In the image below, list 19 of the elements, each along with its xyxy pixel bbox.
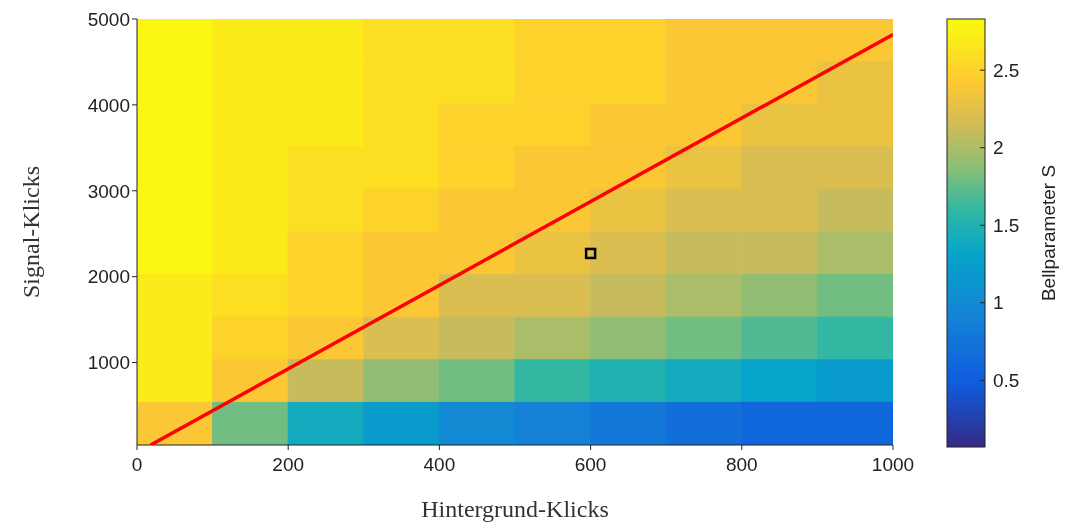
y-axis-title: Signal-Klicks: [17, 166, 44, 298]
y-tick-label: 5000: [87, 8, 130, 30]
color-bar-label: 0.5: [993, 369, 1020, 391]
x-tick-label: 400: [423, 454, 456, 476]
color-bar-title: Bellparameter S: [1038, 164, 1059, 302]
color-bar-label: 1.5: [993, 214, 1020, 236]
x-tick-label: 800: [725, 454, 758, 476]
color-bar-label: 2: [993, 137, 1004, 159]
x-tick-label: 200: [272, 454, 305, 476]
x-tick-label: 600: [574, 454, 607, 476]
y-tick-label: 1000: [87, 352, 130, 374]
x-tick-label: 0: [131, 454, 143, 476]
color-bar-label: 1: [993, 292, 1004, 314]
y-tick-label: 4000: [87, 94, 130, 116]
y-tick-label: 3000: [87, 180, 130, 202]
color-bar-label: 2.5: [993, 59, 1020, 81]
y-tick-label: 2000: [87, 266, 130, 288]
x-tick-label: 1000: [871, 454, 915, 476]
x-axis-title: Hintergrund-Klicks: [421, 496, 609, 522]
